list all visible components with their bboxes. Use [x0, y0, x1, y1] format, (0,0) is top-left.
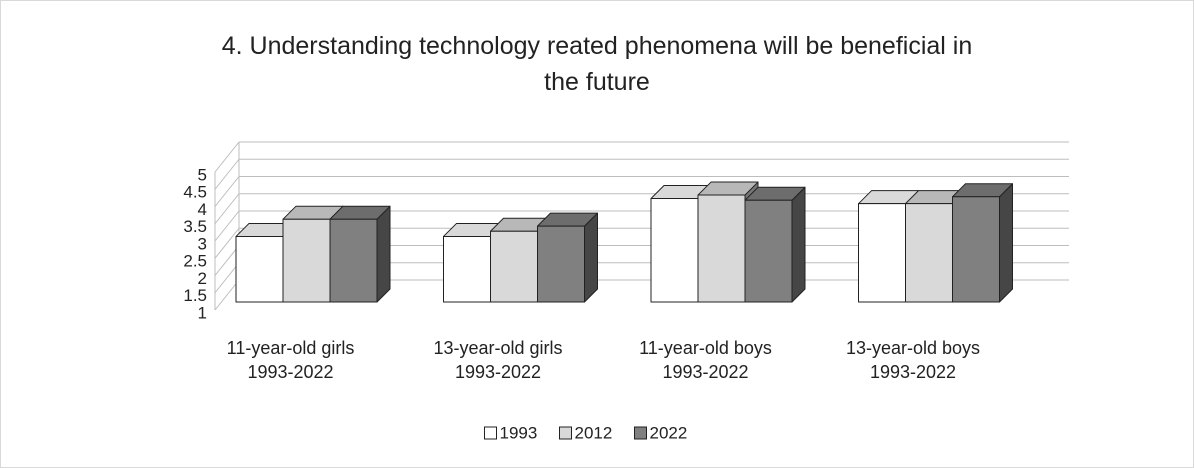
x-tick-label: 13-year-old girls 1993-2022: [433, 338, 563, 382]
grid-line: [214, 279, 240, 311]
legend-label: 2012: [575, 423, 613, 442]
grid-line: [214, 227, 240, 259]
y-tick-label: 1.5: [183, 286, 207, 305]
bar: [744, 186, 806, 303]
grid-line: [214, 262, 240, 294]
bar: [952, 183, 1013, 303]
y-tick-label: 1: [198, 303, 207, 322]
bar: [235, 222, 297, 303]
bar-side: [584, 212, 598, 303]
grid-line: [214, 176, 240, 207]
chart-title: 4. Understanding technology reated pheno…: [221, 32, 973, 96]
bar-front: [443, 235, 491, 303]
bar-front: [905, 203, 953, 303]
legend-label: 1993: [500, 423, 538, 442]
bar-front: [235, 235, 284, 303]
bar: [858, 190, 919, 303]
bar-front: [744, 199, 793, 303]
bar-front: [650, 198, 699, 303]
y-tick-label: 3: [198, 234, 207, 253]
bar: [537, 212, 598, 303]
x-tick-label: 11-year-old girls 1993-2022: [226, 338, 355, 382]
grid-line: [214, 141, 240, 173]
bar-front: [952, 196, 1000, 303]
grid-line: [214, 245, 240, 276]
bar-front: [329, 218, 378, 303]
bar-front: [537, 225, 585, 303]
bar-front: [697, 194, 746, 303]
y-tick-label: 4.5: [183, 183, 207, 202]
y-tick-label: 2.5: [183, 252, 207, 271]
bar-side: [999, 183, 1013, 303]
y-tick-label: 5: [198, 165, 207, 184]
grid-line: [214, 210, 240, 242]
legend-swatch: [634, 426, 647, 440]
grid-line: [214, 193, 240, 225]
bar-front: [490, 230, 538, 303]
bar: [329, 205, 391, 303]
legend-swatch: [484, 426, 497, 440]
legend-label: 2022: [650, 423, 688, 442]
y-tick-label: 2: [198, 269, 207, 288]
x-tick-label: 13-year-old boys 1993-2022: [845, 338, 981, 382]
bar-side: [791, 186, 806, 303]
grid-line: [214, 158, 240, 190]
y-tick-label: 3.5: [183, 217, 207, 236]
x-tick-label: 11-year-old boys 1993-2022: [639, 338, 772, 382]
bar-front: [282, 218, 331, 303]
y-tick-label: 4: [198, 200, 207, 219]
bar-front: [858, 203, 906, 303]
bar-side: [376, 205, 391, 303]
legend-swatch: [559, 426, 572, 440]
